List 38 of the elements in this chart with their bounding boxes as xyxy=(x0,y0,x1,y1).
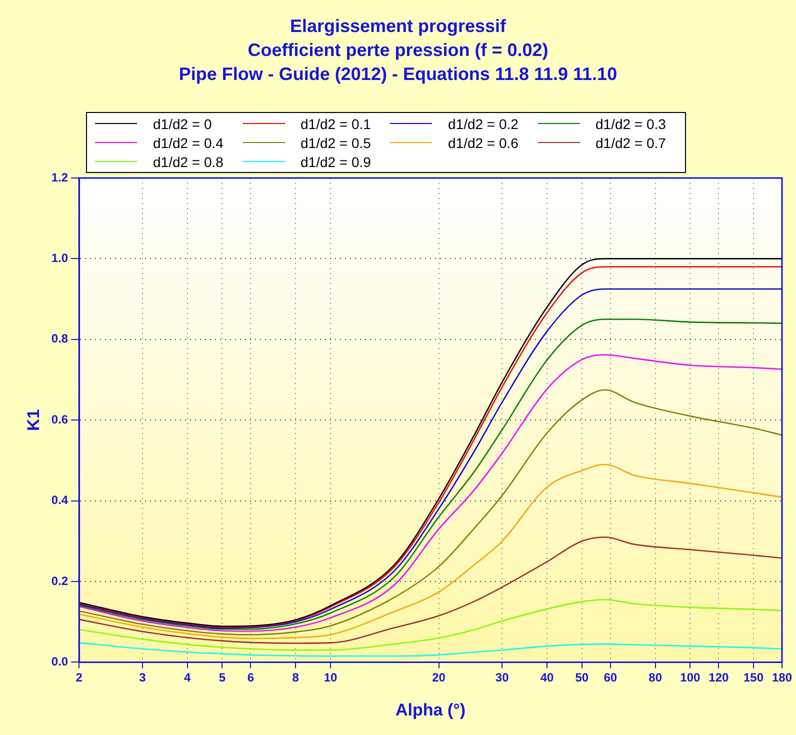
x-tick-label: 120 xyxy=(708,670,729,685)
x-tick-label: 4 xyxy=(184,670,192,685)
legend-label: d1/d2 = 0.7 xyxy=(596,134,666,150)
legend-label: d1/d2 = 0.5 xyxy=(300,134,371,150)
x-tick-label: 6 xyxy=(247,670,254,685)
y-tick-label: 0.6 xyxy=(51,412,68,426)
x-tick-label: 10 xyxy=(324,670,338,685)
y-tick-label: 0.8 xyxy=(51,332,68,346)
x-tick-label: 60 xyxy=(604,670,618,685)
x-tick-label: 40 xyxy=(540,670,554,685)
x-tick-label: 5 xyxy=(218,670,226,685)
y-axis-title: K1 xyxy=(24,409,43,431)
x-tick-label: 30 xyxy=(495,670,510,685)
legend-label: d1/d2 = 0.1 xyxy=(300,116,371,132)
x-tick-label: 50 xyxy=(575,670,589,685)
legend-label: d1/d2 = 0.9 xyxy=(300,154,371,170)
x-tick-label: 150 xyxy=(744,670,764,685)
x-tick-label: 180 xyxy=(772,670,792,685)
y-tick-label: 1.2 xyxy=(51,170,68,184)
legend-label: d1/d2 = 0.2 xyxy=(448,116,518,132)
x-tick-label: 80 xyxy=(648,670,662,685)
y-tick-label: 1.0 xyxy=(51,251,68,266)
chart-title: Elargissement progressif xyxy=(288,15,508,38)
x-tick-label: 8 xyxy=(292,670,300,685)
x-tick-label: 3 xyxy=(139,670,146,685)
legend-label: d1/d2 = 0.4 xyxy=(153,134,224,150)
y-tick-label: 0.2 xyxy=(51,574,68,588)
legend-label: d1/d2 = 0 xyxy=(153,116,212,132)
x-tick-label: 20 xyxy=(432,670,446,685)
y-tick-label: 0.0 xyxy=(51,654,68,669)
legend-label: d1/d2 = 0.8 xyxy=(153,154,224,170)
legend-label: d1/d2 = 0.6 xyxy=(448,134,518,150)
y-tick-label: 0.4 xyxy=(51,493,68,508)
chart-subtitle: Coefficient perte pression (f = 0.02) Pipe Flow - Guide (2012) - Equations 11.8 11.9 11.10 xyxy=(178,39,618,86)
x-axis-title: Alpha (°) xyxy=(396,700,466,720)
legend-label: d1/d2 = 0.3 xyxy=(596,116,666,132)
x-tick-label: 100 xyxy=(680,670,701,685)
x-tick-label: 2 xyxy=(76,670,83,685)
